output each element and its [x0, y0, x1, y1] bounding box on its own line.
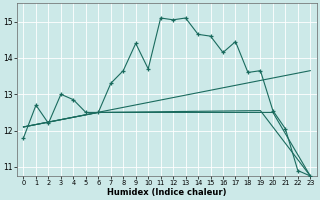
X-axis label: Humidex (Indice chaleur): Humidex (Indice chaleur) — [107, 188, 227, 197]
